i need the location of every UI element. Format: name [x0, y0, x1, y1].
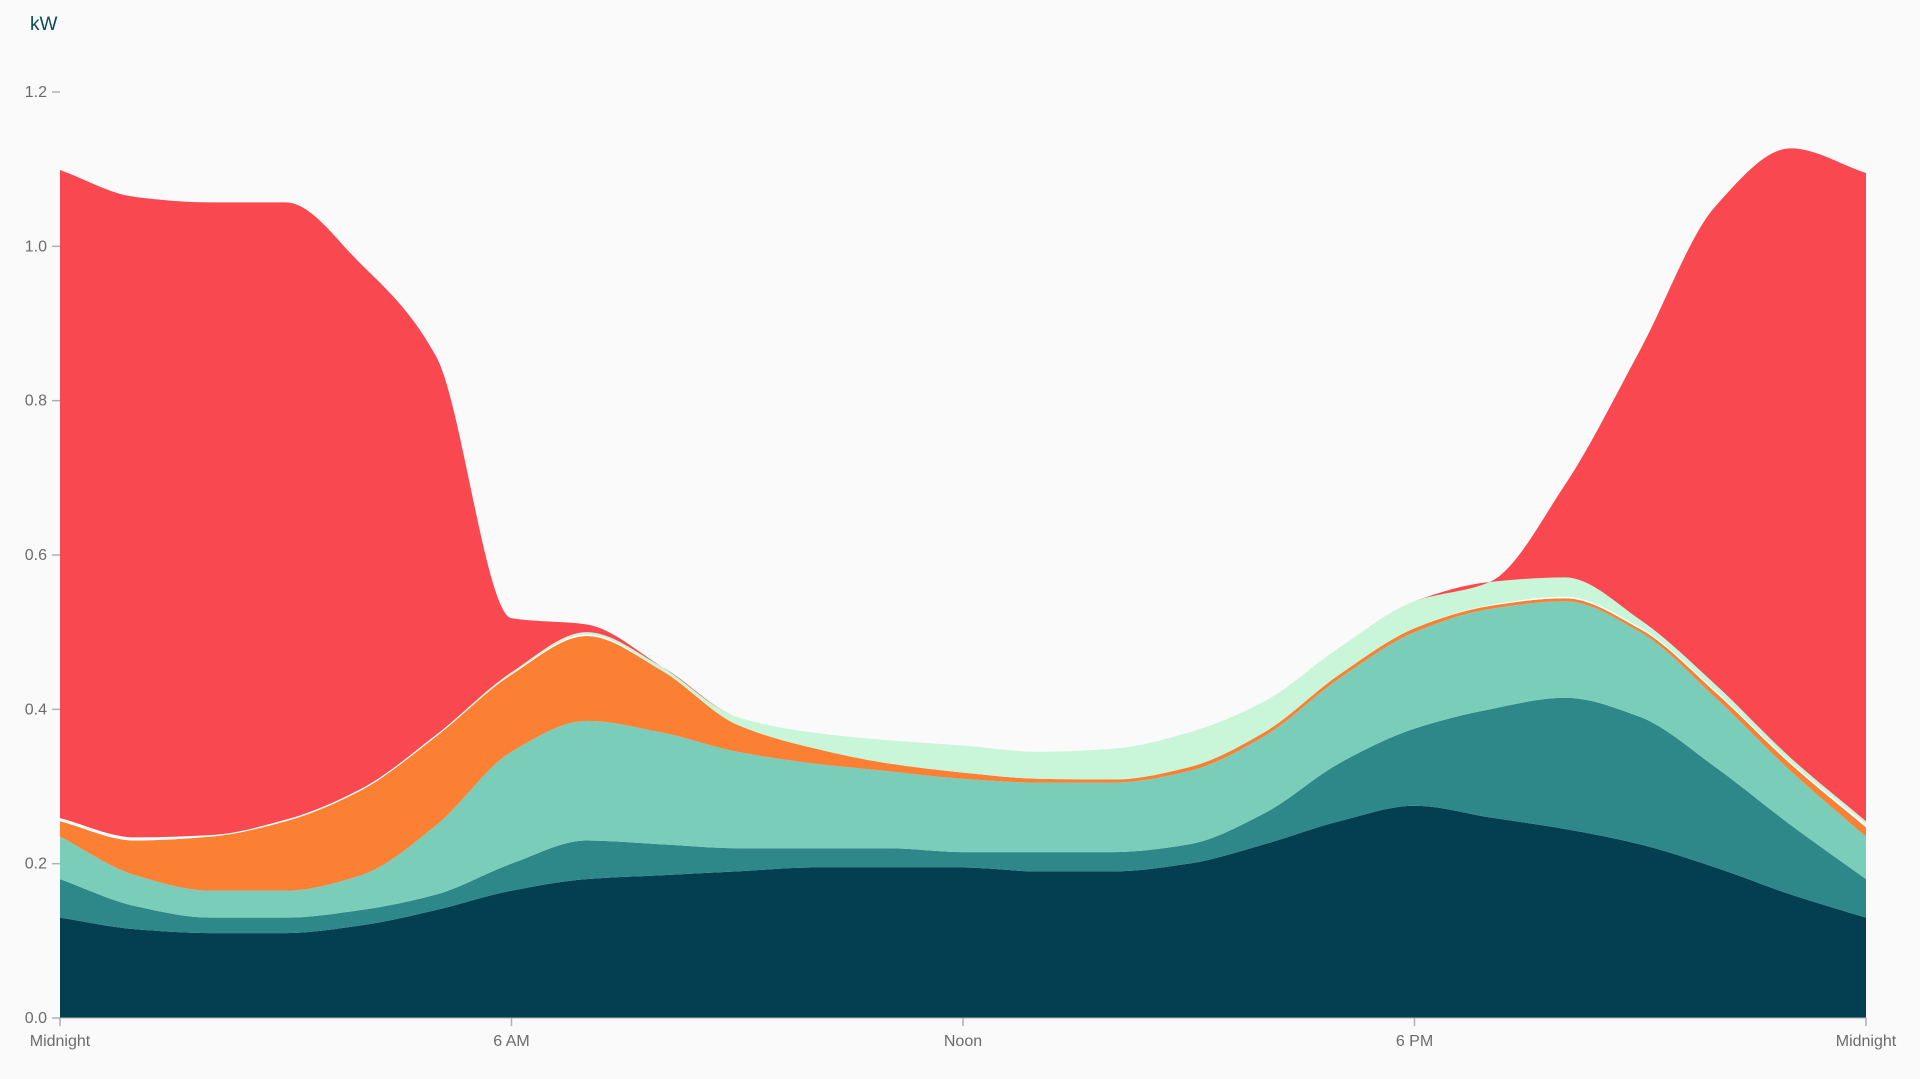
area-series-4	[60, 598, 1866, 891]
y-axis: 0.0 0.2 0.4 0.6 0.8 1.0 1.2	[25, 84, 60, 1027]
y-tick-label: 0.4	[25, 701, 47, 718]
area-series-2	[60, 697, 1866, 934]
x-tick-label: Noon	[944, 1033, 982, 1050]
area-series-7	[60, 148, 1866, 838]
x-tick-label: 6 AM	[493, 1033, 529, 1050]
y-tick-label: 0.6	[25, 547, 47, 564]
x-tick-label: Midnight	[30, 1033, 91, 1050]
y-tick-label: 0.8	[25, 393, 47, 410]
x-tick-label: Midnight	[1836, 1033, 1897, 1050]
y-tick-label: 1.0	[25, 238, 47, 255]
y-tick-label: 0.0	[25, 1010, 47, 1027]
area-series-3	[60, 601, 1866, 918]
x-tick-label: 6 PM	[1396, 1033, 1433, 1050]
area-series-group	[60, 148, 1866, 1018]
area-series-1	[60, 805, 1866, 1018]
y-tick-label: 1.2	[25, 84, 47, 101]
y-tick-label: 0.2	[25, 856, 47, 873]
y-axis-unit-label: kW	[30, 14, 58, 35]
x-axis: Midnight 6 AM Noon 6 PM Midnight	[30, 1017, 1897, 1050]
